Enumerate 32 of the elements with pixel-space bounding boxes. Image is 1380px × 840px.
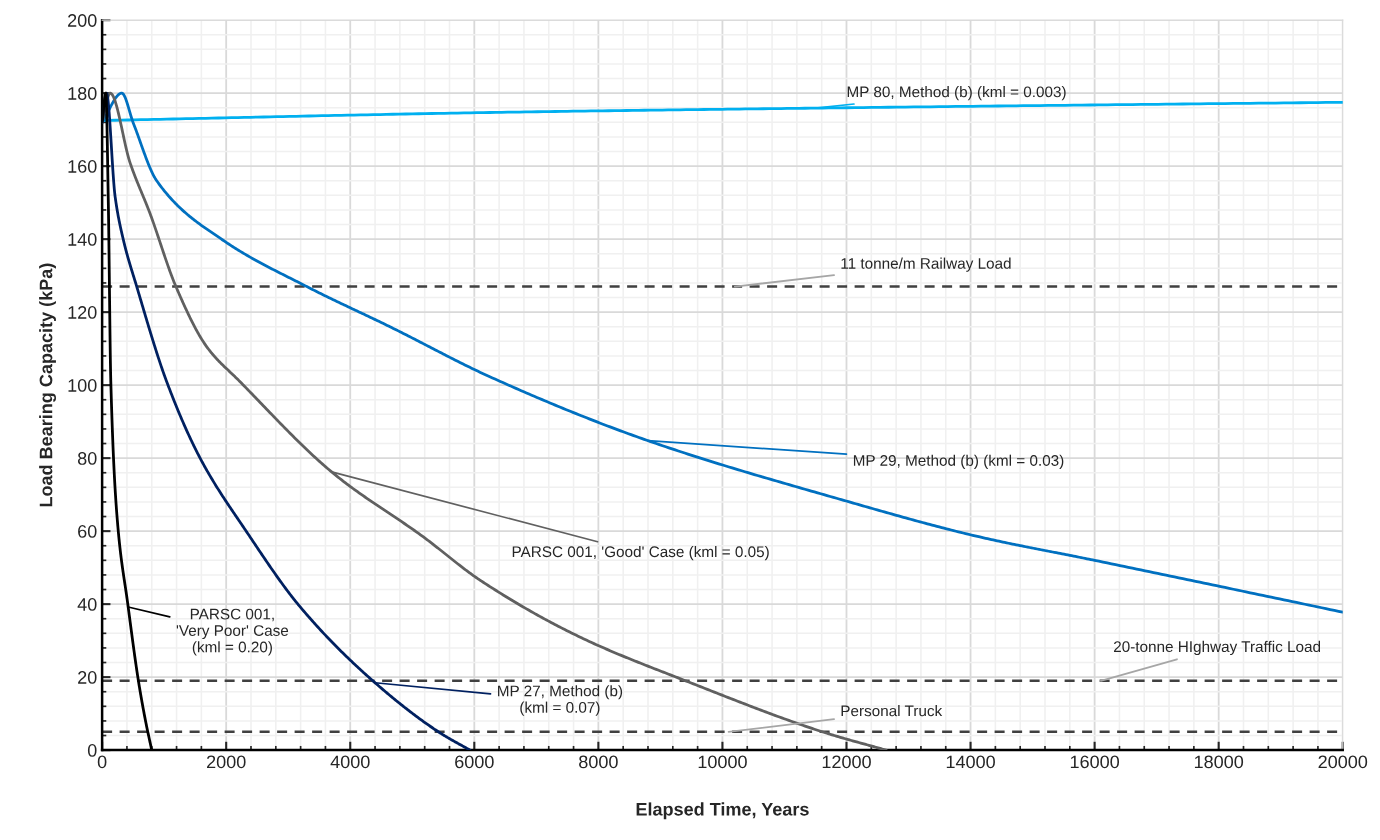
x-tick-label: 6000 — [455, 755, 494, 769]
text: PARSC 001, 'Good' Case (kml = 0.05) — [512, 545, 769, 561]
legend-label: PARSC 001, 'Very Poor' Case (kml = 0.20) — [176, 608, 289, 656]
x-tick-label: 2000 — [207, 755, 246, 769]
y-tick-label: 200 — [68, 14, 97, 27]
x-tick-label: 8000 — [579, 755, 618, 769]
y-tick-label: 140 — [68, 233, 97, 246]
x-tick-label: 20000 — [1318, 755, 1368, 769]
ref-line-label: Personal Truck — [841, 705, 943, 717]
x-tick-label: 10000 — [698, 755, 747, 769]
text: MP 27, Method (b) (kml = 0.07) — [498, 685, 623, 716]
series-label: MP 80, Method (b) (kml = 0.003) — [847, 86, 1066, 101]
y-tick-label: 40 — [77, 598, 97, 611]
x-tick-label: 14000 — [946, 755, 995, 769]
x-tick-label: 0 — [97, 755, 107, 769]
y-tick-label: 20 — [78, 671, 97, 684]
y-tick-label: 120 — [68, 306, 97, 319]
x-tick-label: 18000 — [1194, 755, 1244, 769]
x-tick-label: 16000 — [1070, 755, 1120, 769]
y-tick-label: 80 — [77, 452, 97, 465]
y-tick-label: 100 — [68, 379, 97, 392]
y-tick-label: 180 — [68, 87, 97, 100]
x-axis-title: Elapsed Time, Years — [636, 802, 809, 820]
y-axis-title: Load Bearing Capacity (kPa) — [39, 263, 57, 507]
ref-line-label: 20-tonne HIghway Traffic Load — [1113, 640, 1321, 656]
x-tick-label: 12000 — [822, 755, 871, 769]
y-tick-label: 160 — [68, 160, 97, 173]
y-tick-label: 0 — [87, 744, 97, 757]
text: MP 29, Method (b) (kml = 0.03) — [853, 454, 1064, 469]
y-tick-label: 60 — [78, 525, 97, 538]
x-tick-label: 4000 — [330, 755, 370, 769]
ref-line-label: 11 tonne/m Railway Load — [841, 257, 1011, 272]
